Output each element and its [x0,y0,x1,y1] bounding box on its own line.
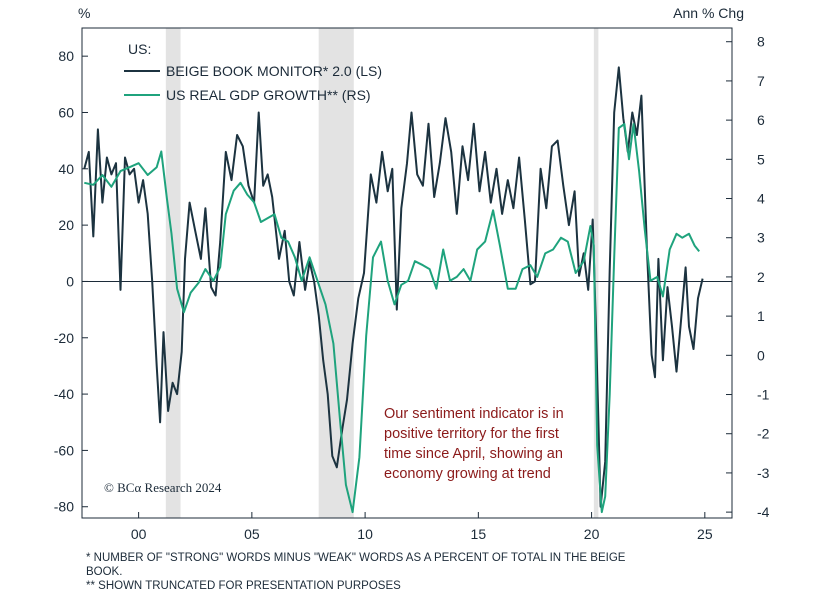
annotation: Our sentiment indicator is in positive t… [384,406,564,482]
annotation-line-1: Our sentiment indicator is in [384,406,564,422]
x-tick-label: 10 [357,526,373,542]
right-tick-label: 2 [757,269,765,285]
left-tick-label: -80 [54,499,74,515]
left-tick-label: 80 [58,48,74,64]
recession-bands [165,28,599,518]
footnote-2: BOOK. [86,566,123,578]
right-tick-label: 4 [757,191,765,207]
right-tick-label: 5 [757,151,765,167]
left-tick-label: 60 [58,104,74,120]
right-tick-label: 3 [757,230,765,246]
legend-label-gdp: US REAL GDP GROWTH** (RS) [166,87,371,103]
left-tick-label: -40 [54,386,74,402]
beige-book-line [83,66,704,508]
left-tick-label: 20 [58,217,74,233]
right-tick-label: -1 [757,387,770,403]
right-tick-label: -3 [757,465,770,481]
annotation-line-3: time since April, showing an [384,446,563,462]
series-lines [83,66,704,514]
right-tick-label: 0 [757,347,765,363]
right-tick-label: 8 [757,34,765,50]
legend-title: US: [128,41,151,57]
footnote-1: * NUMBER OF "STRONG" WORDS MINUS "WEAK" … [86,552,626,564]
x-tick-label: 15 [471,526,487,542]
footnote-3: ** SHOWN TRUNCATED FOR PRESENTATION PURP… [86,580,401,592]
axis-ticks: 806040200-20-40-60-80876543210-1-2-3-400… [54,34,770,542]
annotation-line-2: positive territory for the first [384,426,559,442]
right-axis-unit: Ann % Chg [673,5,744,21]
left-tick-label: -60 [54,442,74,458]
left-tick-label: 40 [58,161,74,177]
recession-band-1 [165,28,181,518]
right-tick-label: 1 [757,308,765,324]
recession-band-3 [593,28,599,518]
plot-border [81,27,733,519]
x-tick-label: 20 [584,526,600,542]
x-tick-label: 05 [244,526,260,542]
copyright-notice: © BCα Research 2024 [104,480,222,495]
left-axis-unit: % [78,5,90,21]
gdp-growth-line [84,123,700,514]
right-tick-label: 7 [757,73,765,89]
left-tick-label: -20 [54,330,74,346]
x-tick-label: 00 [131,526,147,542]
annotation-line-4: economy growing at trend [384,466,551,482]
right-tick-label: -2 [757,426,770,442]
left-tick-label: 0 [66,273,74,289]
recession-band-2 [318,28,354,518]
legend-label-beige: BEIGE BOOK MONITOR* 2.0 (LS) [166,63,382,79]
right-tick-label: 6 [757,112,765,128]
legend: US: BEIGE BOOK MONITOR* 2.0 (LS) US REAL… [124,41,382,103]
right-tick-label: -4 [757,504,770,520]
x-tick-label: 25 [697,526,713,542]
